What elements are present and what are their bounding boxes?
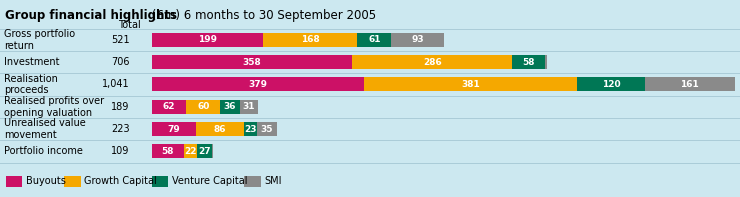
- Bar: [152, 33, 263, 47]
- Bar: [512, 55, 545, 69]
- Text: 223: 223: [111, 124, 130, 134]
- Bar: [152, 144, 184, 158]
- Bar: [391, 33, 443, 47]
- Bar: [152, 122, 196, 136]
- Text: Group financial highlights: Group financial highlights: [5, 9, 177, 22]
- Text: SMI: SMI: [264, 176, 282, 186]
- Bar: [220, 100, 241, 114]
- Text: 381: 381: [461, 80, 480, 89]
- Text: Venture Capital: Venture Capital: [172, 176, 248, 186]
- Text: 706: 706: [111, 57, 130, 67]
- Text: 521: 521: [111, 35, 130, 45]
- Bar: [545, 55, 547, 69]
- Text: Unrealised value
movement: Unrealised value movement: [4, 118, 85, 140]
- Text: 36: 36: [224, 102, 236, 111]
- Bar: [152, 100, 186, 114]
- Text: 120: 120: [602, 80, 620, 89]
- Text: 31: 31: [243, 102, 255, 111]
- Text: 61: 61: [368, 35, 380, 44]
- Text: 58: 58: [162, 147, 174, 156]
- Bar: [577, 77, 645, 91]
- Text: Buyouts: Buyouts: [26, 176, 66, 186]
- Text: 62: 62: [163, 102, 175, 111]
- Bar: [244, 122, 257, 136]
- Bar: [152, 55, 352, 69]
- Text: 60: 60: [197, 102, 209, 111]
- Text: Total: Total: [118, 20, 141, 30]
- Text: 27: 27: [198, 147, 210, 156]
- Text: 86: 86: [214, 125, 226, 134]
- Bar: [263, 33, 357, 47]
- Text: (£m) 6 months to 30 September 2005: (£m) 6 months to 30 September 2005: [148, 9, 377, 22]
- Bar: [64, 176, 81, 187]
- Text: Gross portfolio
return: Gross portfolio return: [4, 29, 75, 50]
- Text: Growth Capital: Growth Capital: [84, 176, 157, 186]
- Bar: [244, 176, 260, 187]
- Text: Realisation
proceeds: Realisation proceeds: [4, 74, 58, 95]
- Bar: [152, 176, 169, 187]
- Text: 1,041: 1,041: [102, 79, 130, 89]
- Text: 22: 22: [184, 147, 197, 156]
- Text: 379: 379: [249, 80, 267, 89]
- Text: 58: 58: [522, 58, 535, 67]
- Text: 286: 286: [423, 58, 442, 67]
- Text: Realised profits over
opening valuation: Realised profits over opening valuation: [4, 96, 104, 117]
- Text: 161: 161: [680, 80, 699, 89]
- Text: 109: 109: [111, 146, 130, 156]
- Text: 79: 79: [167, 125, 181, 134]
- Bar: [352, 55, 512, 69]
- Text: 23: 23: [244, 125, 257, 134]
- Bar: [364, 77, 577, 91]
- Text: Investment: Investment: [4, 57, 59, 67]
- Bar: [184, 144, 197, 158]
- Bar: [152, 77, 364, 91]
- Bar: [6, 176, 22, 187]
- Bar: [196, 122, 244, 136]
- Bar: [240, 100, 258, 114]
- Text: 168: 168: [301, 35, 320, 44]
- Text: 93: 93: [411, 35, 424, 44]
- Bar: [257, 122, 277, 136]
- Text: 199: 199: [198, 35, 217, 44]
- Bar: [645, 77, 735, 91]
- Text: 358: 358: [243, 58, 261, 67]
- Text: 189: 189: [111, 102, 130, 112]
- Text: 35: 35: [260, 125, 273, 134]
- Bar: [357, 33, 391, 47]
- Bar: [186, 100, 220, 114]
- Text: Portfolio income: Portfolio income: [4, 146, 83, 156]
- Bar: [212, 144, 213, 158]
- Bar: [197, 144, 212, 158]
